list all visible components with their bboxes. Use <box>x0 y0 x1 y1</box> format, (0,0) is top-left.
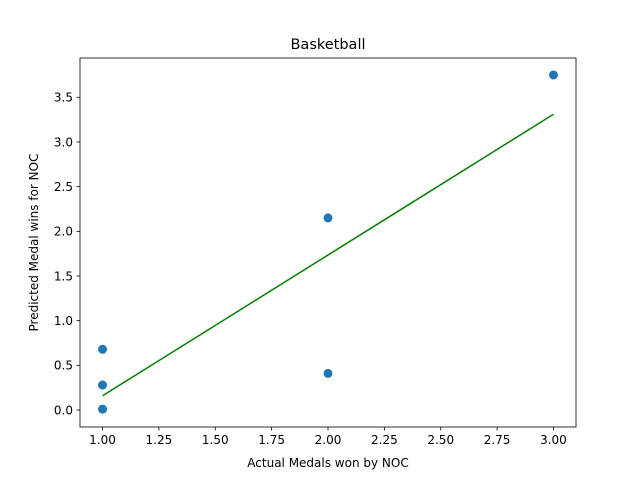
x-tick-label: 2.75 <box>484 433 511 447</box>
chart-title: Basketball <box>290 37 365 53</box>
x-tick-label: 2.50 <box>427 433 454 447</box>
y-tick-label: 3.0 <box>54 135 73 149</box>
x-axis-label: Actual Medals won by NOC <box>247 456 408 470</box>
y-tick-label: 1.0 <box>54 314 73 328</box>
y-tick-label: 1.5 <box>54 269 73 283</box>
scatter-point <box>98 380 108 390</box>
y-axis-label: Predicted Medal wins for NOC <box>27 154 41 332</box>
scatter-point <box>98 404 108 414</box>
x-tick-label: 2.00 <box>315 433 342 447</box>
scatter-point <box>323 213 333 223</box>
x-tick-label: 1.50 <box>202 433 229 447</box>
x-tick-label: 1.75 <box>258 433 285 447</box>
scatter-point <box>98 344 108 354</box>
y-tick-label: 2.5 <box>54 180 73 194</box>
y-tick-label: 0.0 <box>54 403 73 417</box>
fit-line <box>102 113 554 397</box>
x-tick-label: 3.00 <box>540 433 567 447</box>
y-tick-label: 2.0 <box>54 225 73 239</box>
y-tick-label: 0.5 <box>54 359 73 373</box>
plot-area: 1.00 1.25 1.50 1.75 2.00 2.25 2.50 2.75 3.00 0.0 0… <box>54 57 577 447</box>
y-tick-label: 3.5 <box>54 91 73 105</box>
scatter-point <box>548 70 558 80</box>
x-tick-label: 1.00 <box>89 433 116 447</box>
x-tick-label: 1.25 <box>146 433 173 447</box>
x-tick-label: 2.25 <box>371 433 398 447</box>
scatter-point <box>323 368 333 378</box>
